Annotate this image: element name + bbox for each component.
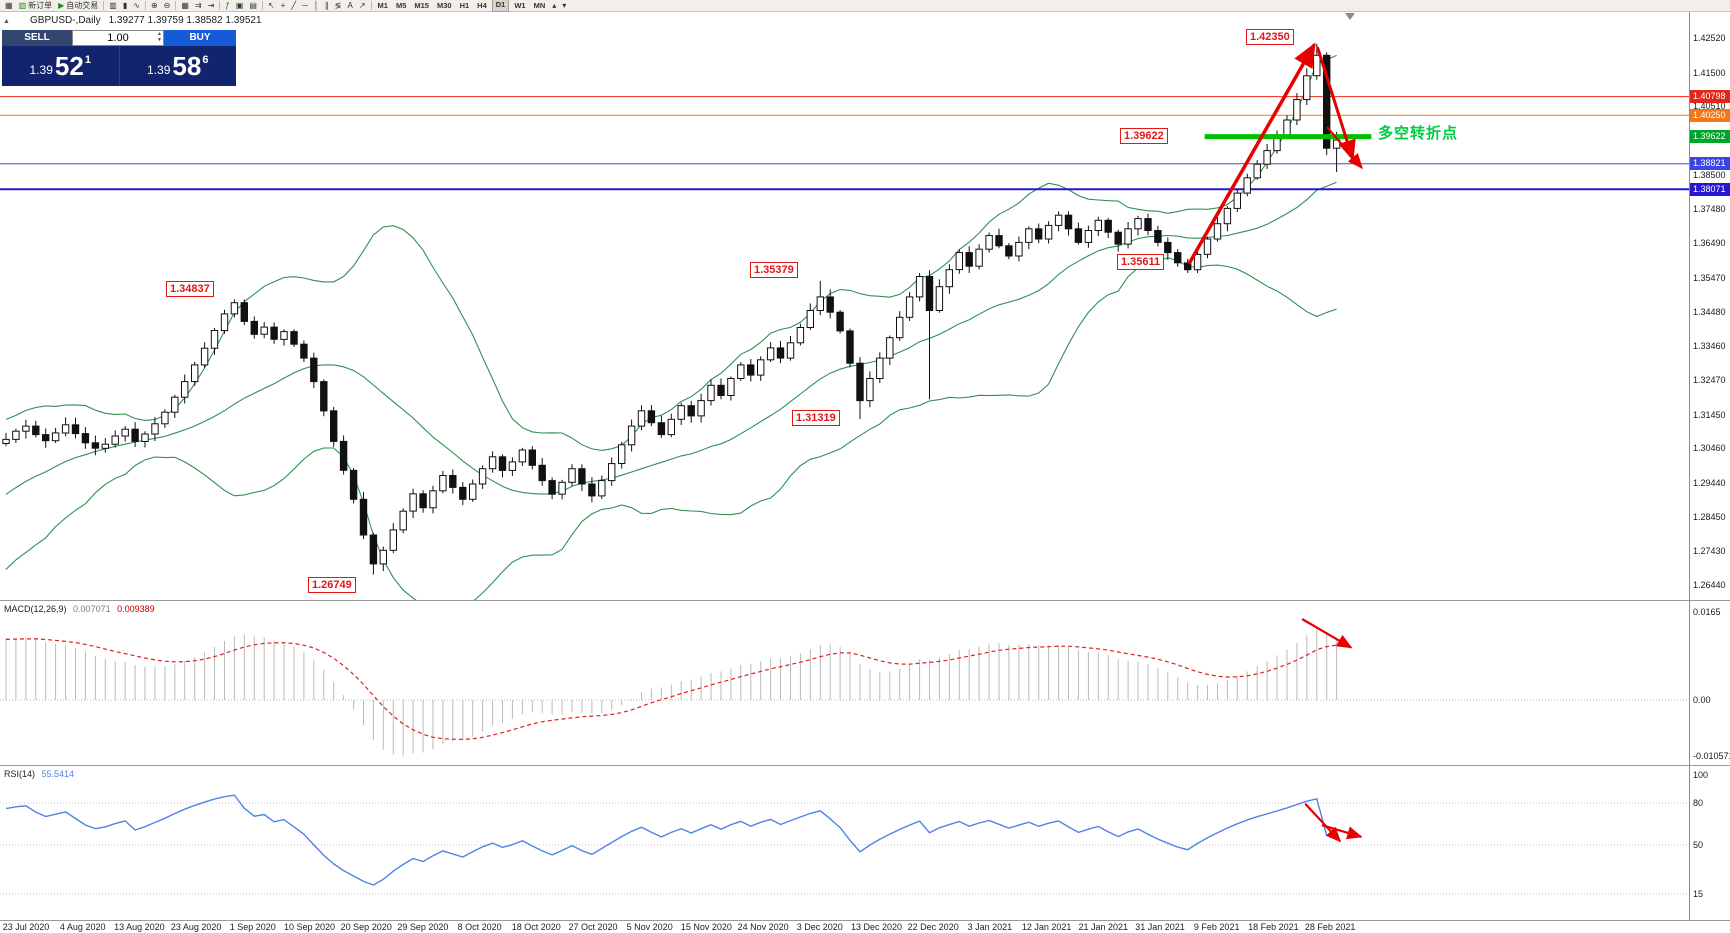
templates-icon[interactable]: ▤ bbox=[247, 0, 259, 11]
line-chart-icon-glyph: ∿ bbox=[133, 1, 140, 10]
vertical-line-icon[interactable]: │ bbox=[312, 0, 321, 11]
crosshair-icon-glyph: + bbox=[280, 1, 286, 10]
vertical-line-icon-glyph: │ bbox=[313, 1, 319, 10]
auto-trading-button[interactable]: ▶ 自动交易 bbox=[56, 0, 100, 11]
auto-trading-button-glyph: ▶ bbox=[58, 1, 65, 10]
toolbar-separator bbox=[103, 1, 105, 10]
spinner-down-icon[interactable]: ▼ bbox=[157, 37, 162, 43]
symbol-period-text: GBPUSD-,Daily bbox=[30, 15, 101, 26]
sell-button[interactable]: SELL bbox=[2, 30, 72, 46]
timeframe-mn-button[interactable]: MN bbox=[533, 1, 546, 10]
auto-trading-button-label: 自动交易 bbox=[66, 1, 99, 10]
ohlc-values: 1.39277 1.39759 1.38582 1.39521 bbox=[108, 15, 262, 26]
candlestick-icon[interactable]: ▮ bbox=[121, 0, 129, 11]
line-chart-icon[interactable]: ∿ bbox=[131, 0, 142, 11]
horizontal-line-icon[interactable]: ─ bbox=[300, 0, 310, 11]
buy-button[interactable]: BUY bbox=[164, 30, 236, 46]
timeframe-m30-button[interactable]: M30 bbox=[436, 1, 452, 10]
one-click-prices-row: 1.39 52 1 1.39 58 6 bbox=[2, 46, 236, 86]
one-click-controls-row: SELL 1.00 ▲ ▼ BUY bbox=[2, 30, 236, 46]
periods-icon[interactable]: ▣ bbox=[234, 0, 246, 11]
ask-price[interactable]: 1.39 58 6 bbox=[120, 46, 237, 86]
arrow-tool-icon-glyph: ↗ bbox=[358, 1, 366, 10]
timeframe-d1-button[interactable]: D1 bbox=[491, 0, 510, 12]
new-order-button-label: 新订单 bbox=[28, 1, 53, 10]
period-down-icon-glyph: ▾ bbox=[562, 1, 567, 10]
bar-chart-icon[interactable]: ▥ bbox=[107, 0, 119, 11]
macd-name: MACD(12,26,9) bbox=[4, 604, 67, 614]
bid-price[interactable]: 1.39 52 1 bbox=[2, 46, 120, 86]
auto-scroll-icon[interactable]: ⇉ bbox=[193, 0, 204, 11]
zoom-in-icon[interactable]: ⊕ bbox=[149, 0, 160, 11]
spinner-up-icon[interactable]: ▲ bbox=[157, 31, 162, 37]
annotation-text: 多空转折点 bbox=[1378, 125, 1459, 142]
toolbar-separator bbox=[261, 1, 263, 10]
period-down-icon[interactable]: ▾ bbox=[560, 0, 568, 11]
chart-symbol-label: GBPUSD-,Daily 1.39277 1.39759 1.38582 1.3… bbox=[30, 15, 262, 26]
tile-windows-icon[interactable]: ▦ bbox=[179, 0, 191, 11]
cursor-icon[interactable]: ↖ bbox=[266, 0, 277, 11]
indicators-icon-glyph: ƒ bbox=[225, 1, 230, 10]
ask-point: 6 bbox=[202, 54, 209, 66]
charts-icon-glyph: ▦ bbox=[5, 1, 13, 10]
timeframe-m15-button[interactable]: M15 bbox=[414, 1, 429, 10]
trendline-icon[interactable]: ╱ bbox=[289, 0, 298, 11]
macd-main-value: 0.007071 bbox=[73, 604, 111, 614]
channel-icon-glyph: ∥ bbox=[324, 1, 329, 10]
macd-signal-value: 0.009389 bbox=[117, 604, 155, 614]
bar-chart-icon-glyph: ▥ bbox=[109, 1, 117, 10]
fibonacci-icon-glyph: ≶ bbox=[334, 1, 342, 10]
horizontal-line-icon-glyph: ─ bbox=[302, 1, 308, 10]
text-label-icon-glyph: A bbox=[347, 1, 353, 10]
channel-icon[interactable]: ∥ bbox=[323, 0, 331, 11]
arrow-tool-icon[interactable]: ↗ bbox=[357, 0, 368, 11]
rsi-value: 55.5414 bbox=[41, 769, 75, 779]
fibonacci-icon[interactable]: ≶ bbox=[333, 0, 344, 11]
zoom-out-icon-glyph: ⊖ bbox=[163, 1, 171, 10]
period-up-icon[interactable]: ▴ bbox=[550, 0, 558, 11]
toolbar-separator bbox=[219, 1, 221, 10]
ask-pips: 58 bbox=[172, 50, 202, 81]
toolbar: ▦ ▥ 新订单 ▶ 自动交易 ▥ ▮ ∿ ⊕ ⊖ ▦ ⇉ ⇥ ƒ ▣ ▤ ↖ + ╱ ─ │ ∥ ≶ A ↗ M1 M5 M15 M30… bbox=[0, 0, 1730, 12]
crosshair-icon[interactable]: + bbox=[279, 0, 288, 11]
text-label-icon[interactable]: A bbox=[345, 0, 354, 11]
timeframe-w1-button[interactable]: W1 bbox=[514, 1, 526, 10]
trendline-icon-glyph: ╱ bbox=[291, 1, 297, 10]
chart-shift-icon-glyph: ⇥ bbox=[207, 1, 215, 10]
volume-input[interactable]: 1.00 ▲ ▼ bbox=[72, 30, 164, 46]
timeframe-m1-button[interactable]: M1 bbox=[377, 1, 388, 10]
new-order-button-glyph: ▥ bbox=[18, 1, 27, 10]
timeframe-m5-button[interactable]: M5 bbox=[395, 1, 407, 10]
zoom-in-icon-glyph: ⊕ bbox=[150, 1, 158, 10]
cursor-icon-glyph: ↖ bbox=[267, 1, 275, 10]
one-click-collapse-icon[interactable]: ▲ bbox=[3, 18, 10, 25]
templates-icon-glyph: ▤ bbox=[249, 1, 257, 10]
bid-point: 1 bbox=[84, 54, 91, 66]
toolbar-separator bbox=[144, 1, 146, 10]
new-order-button[interactable]: ▥ 新订单 bbox=[17, 0, 55, 11]
charts-icon[interactable]: ▦ bbox=[3, 0, 15, 11]
ask-prefix: 1.39 bbox=[147, 63, 171, 77]
bid-prefix: 1.39 bbox=[29, 63, 53, 77]
toolbar-separator bbox=[175, 1, 177, 10]
auto-scroll-icon-glyph: ⇉ bbox=[194, 1, 202, 10]
chart-shift-icon[interactable]: ⇥ bbox=[206, 0, 217, 11]
tile-windows-icon-glyph: ▦ bbox=[181, 1, 189, 10]
volume-spinner[interactable]: ▲ ▼ bbox=[157, 31, 162, 43]
rsi-indicator-label: RSI(14) 55.5414 bbox=[4, 769, 74, 779]
one-click-trading-panel: SELL 1.00 ▲ ▼ BUY 1.39 52 1 1.39 58 6 bbox=[2, 30, 236, 86]
toolbar-separator bbox=[370, 1, 372, 10]
volume-value: 1.00 bbox=[107, 32, 129, 44]
candlestick-icon-glyph: ▮ bbox=[122, 1, 128, 10]
zoom-out-icon[interactable]: ⊖ bbox=[162, 0, 173, 11]
periods-icon-glyph: ▣ bbox=[235, 1, 244, 10]
indicators-icon[interactable]: ƒ bbox=[223, 0, 231, 11]
period-up-icon-glyph: ▴ bbox=[552, 1, 557, 10]
timeframe-h4-button[interactable]: H4 bbox=[477, 1, 487, 10]
bid-pips: 52 bbox=[54, 50, 84, 81]
macd-indicator-label: MACD(12,26,9) 0.007071 0.009389 bbox=[4, 604, 155, 614]
rsi-name: RSI(14) bbox=[4, 769, 36, 779]
timeframe-h1-button[interactable]: H1 bbox=[459, 1, 470, 10]
